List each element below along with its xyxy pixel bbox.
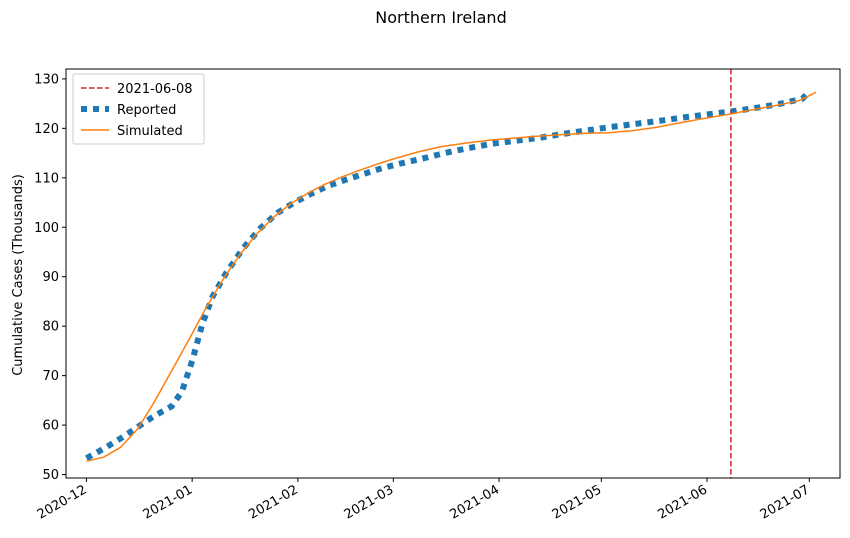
legend: 2021-06-08 Reported Simulated <box>72 73 205 145</box>
legend-vline-label: 2021-06-08 <box>117 82 193 97</box>
y-tick-label: 50 <box>42 468 59 483</box>
x-tick-label: 2021-02 <box>246 482 301 522</box>
x-tick-label: 2021-07 <box>758 482 813 522</box>
x-tick-label: 2020-12 <box>35 482 90 522</box>
y-tick-label: 110 <box>34 171 59 186</box>
x-tick-label: 2021-05 <box>550 482 605 522</box>
y-tick-label: 120 <box>34 122 59 137</box>
legend-reported-label: Reported <box>117 103 176 118</box>
y-tick-label: 90 <box>42 270 59 285</box>
x-tick-label: 2021-01 <box>141 482 196 522</box>
y-axis-label: Cumulative Cases (Thousands) <box>11 174 26 376</box>
series-line-reported <box>85 89 812 461</box>
x-tick-label: 2021-04 <box>447 482 502 522</box>
y-tick-label: 100 <box>34 221 59 236</box>
legend-simulated-label: Simulated <box>117 124 183 139</box>
series-line-simulated <box>86 91 817 462</box>
y-tick-label: 70 <box>42 369 59 384</box>
chart-title: Northern Ireland <box>375 8 506 27</box>
x-tick-label: 2021-03 <box>342 482 397 522</box>
y-tick-label: 60 <box>42 419 59 434</box>
legend-box <box>72 73 205 145</box>
y-tick-label: 130 <box>34 72 59 87</box>
y-tick-label: 80 <box>42 320 59 335</box>
x-tick-label: 2021-06 <box>655 482 710 522</box>
plot-frame <box>65 68 841 479</box>
